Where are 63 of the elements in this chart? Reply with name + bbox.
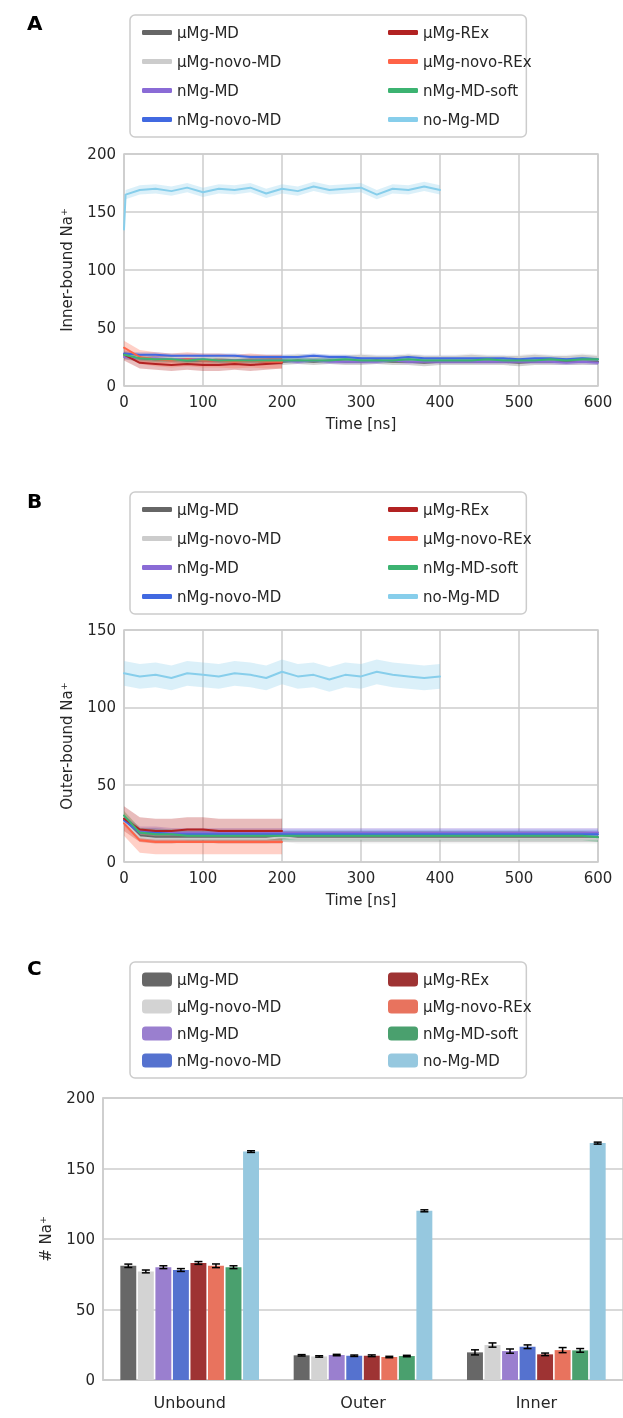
y-tick-label: 100 xyxy=(87,261,116,279)
legend-label: nMg-novo-MD xyxy=(177,1051,282,1070)
y-axis-title: Outer-bound Na⁺ xyxy=(57,682,76,810)
legend-label: μMg-REx xyxy=(423,500,490,519)
x-tick-label: 500 xyxy=(504,392,534,411)
y-axis-title: Inner-bound Na⁺ xyxy=(57,208,76,332)
y-axis-title: # Na⁺ xyxy=(36,1216,55,1262)
legend-label: nMg-MD xyxy=(177,81,239,100)
legend-label: μMg-MD xyxy=(177,500,239,519)
x-tick-label: 100 xyxy=(188,868,218,887)
x-tick-label: Unbound xyxy=(153,1392,226,1412)
x-tick-label: 300 xyxy=(346,868,376,887)
y-tick-label: 100 xyxy=(87,698,116,717)
x-tick-label: 600 xyxy=(583,392,613,411)
y-tick-label: 0 xyxy=(106,377,116,395)
x-tick-label: 400 xyxy=(425,392,455,411)
x-tick-label: 600 xyxy=(583,868,613,887)
y-tick-label: 50 xyxy=(96,319,116,337)
x-tick-label: 100 xyxy=(188,392,218,411)
y-tick-label: 200 xyxy=(66,1089,95,1107)
legend-label: nMg-novo-MD xyxy=(177,587,282,606)
x-tick-label: 500 xyxy=(504,868,534,887)
legend-label: no-Mg-MD xyxy=(423,110,500,129)
legend-label: no-Mg-MD xyxy=(423,587,500,606)
legend-label: no-Mg-MD xyxy=(423,1051,500,1070)
y-tick-label: 100 xyxy=(66,1230,95,1248)
legend-label: nMg-novo-MD xyxy=(177,110,282,129)
y-tick-label: 50 xyxy=(96,775,116,794)
x-tick-label: 300 xyxy=(346,392,376,411)
legend-label: μMg-novo-MD xyxy=(177,997,282,1016)
legend-label: μMg-MD xyxy=(177,970,239,989)
legend-label: nMg-MD-soft xyxy=(423,1024,519,1043)
x-tick-label: 200 xyxy=(267,868,297,887)
legend-label: nMg-MD-soft xyxy=(423,81,519,100)
x-tick-label: 200 xyxy=(267,392,297,411)
y-tick-label: 200 xyxy=(87,145,116,163)
x-axis-title: Time [ns] xyxy=(324,890,397,909)
y-tick-label: 150 xyxy=(87,621,116,639)
chart-title: B xyxy=(27,489,43,513)
legend-label: μMg-novo-MD xyxy=(177,529,282,548)
legend-label: μMg-novo-REx xyxy=(423,997,532,1016)
x-tick-label: Inner xyxy=(515,1392,558,1412)
legend-label: μMg-novo-MD xyxy=(177,52,282,71)
legend-label: nMg-MD xyxy=(177,558,239,577)
legend-label: μMg-MD xyxy=(177,23,239,42)
chart-title: C xyxy=(27,956,42,980)
y-tick-label: 0 xyxy=(106,853,116,871)
legend-label: μMg-novo-REx xyxy=(423,529,532,548)
x-tick-label: 400 xyxy=(425,868,455,887)
legend-label: μMg-REx xyxy=(423,970,490,989)
legend-label: nMg-MD xyxy=(177,1024,239,1043)
legend-label: nMg-MD-soft xyxy=(423,558,519,577)
x-axis-title: Time [ns] xyxy=(324,414,397,433)
x-tick-label: 0 xyxy=(119,392,129,411)
legend-label: μMg-REx xyxy=(423,23,490,42)
y-tick-label: 150 xyxy=(87,203,116,221)
x-tick-label: 0 xyxy=(119,868,129,887)
y-tick-label: 0 xyxy=(85,1371,95,1389)
y-tick-label: 50 xyxy=(75,1300,95,1319)
y-tick-label: 150 xyxy=(66,1159,95,1178)
legend-label: μMg-novo-REx xyxy=(423,52,532,71)
chart-title: A xyxy=(27,11,43,35)
x-tick-label: Outer xyxy=(340,1392,387,1412)
